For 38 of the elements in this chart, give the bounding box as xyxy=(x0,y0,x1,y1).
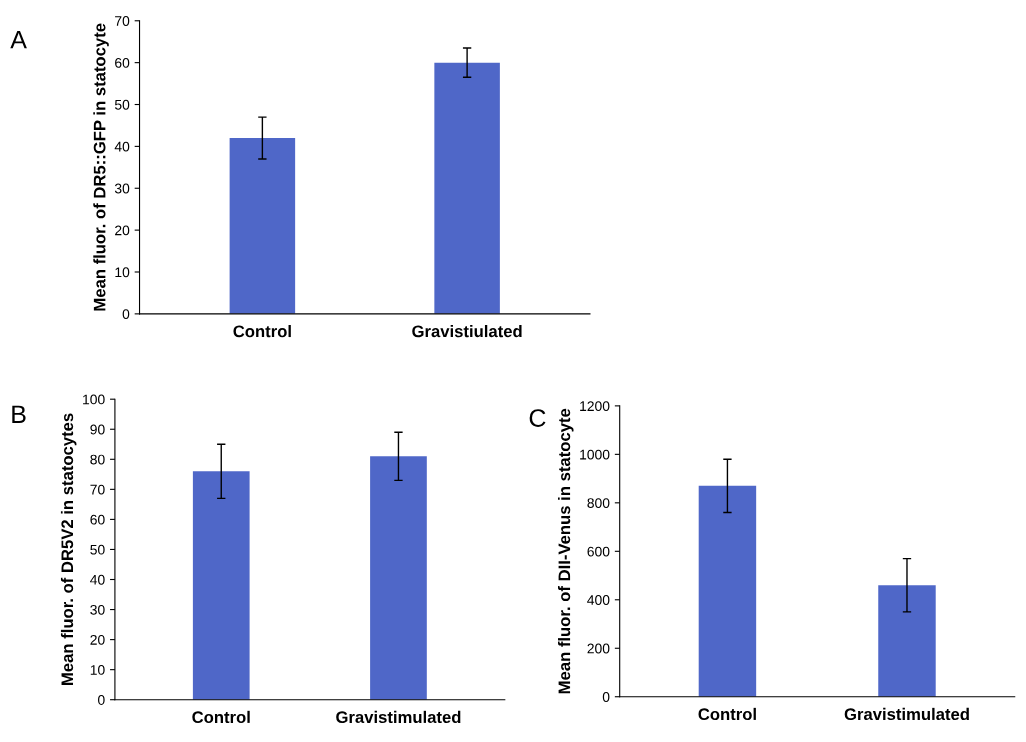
y-tick-label: 70 xyxy=(90,484,105,495)
y-tick-label: 200 xyxy=(587,643,610,654)
y-tick-label: 60 xyxy=(115,57,130,68)
y-tick-label: 0 xyxy=(98,695,105,705)
y-tick-label: 600 xyxy=(587,546,610,557)
y-tick-label: 30 xyxy=(90,604,105,615)
y-tick-label: 20 xyxy=(90,634,105,645)
y-tick-label: 0 xyxy=(122,309,130,320)
y-axis-title: Mean fluor. of DII-Venus in statocyte xyxy=(558,408,574,694)
y-tick-label: 50 xyxy=(114,99,130,110)
y-tick-label: 400 xyxy=(587,595,610,605)
y-tick-label: 800 xyxy=(587,498,610,508)
y-tick-label: 80 xyxy=(90,454,105,465)
y-tick-label: 60 xyxy=(90,514,105,525)
x-tick-label: Gravistiulated xyxy=(412,324,522,338)
y-tick-label: 40 xyxy=(114,141,130,152)
y-tick-label: 70 xyxy=(115,16,130,26)
y-tick-label: 10 xyxy=(115,267,130,278)
y-tick-label: 30 xyxy=(114,183,130,194)
x-tick-label: Gravistimulated xyxy=(844,707,969,721)
y-tick-label: 100 xyxy=(83,394,105,405)
y-tick-label: 1000 xyxy=(580,449,610,460)
y-axis-title: Mean fluor. of DR5::GFP in statocyte xyxy=(93,23,109,311)
y-tick-label: 90 xyxy=(90,424,105,435)
y-tick-label: 10 xyxy=(90,664,105,675)
y-tick-label: 40 xyxy=(90,574,105,585)
y-tick-label: 20 xyxy=(115,225,130,236)
y-tick-label: 0 xyxy=(602,692,610,702)
text: A xyxy=(10,31,27,49)
text: C xyxy=(529,409,546,427)
x-tick-label: Gravistimulated xyxy=(336,710,461,724)
text: B xyxy=(12,405,26,423)
x-tick-label: Control xyxy=(233,324,291,338)
y-tick-label: 1200 xyxy=(580,401,610,412)
y-tick-label: 50 xyxy=(90,544,105,555)
x-tick-label: Control xyxy=(192,710,250,724)
y-axis-title: Mean fluor. of DR5V2 in statocytes xyxy=(60,413,77,685)
x-tick-label: Control xyxy=(698,707,756,721)
